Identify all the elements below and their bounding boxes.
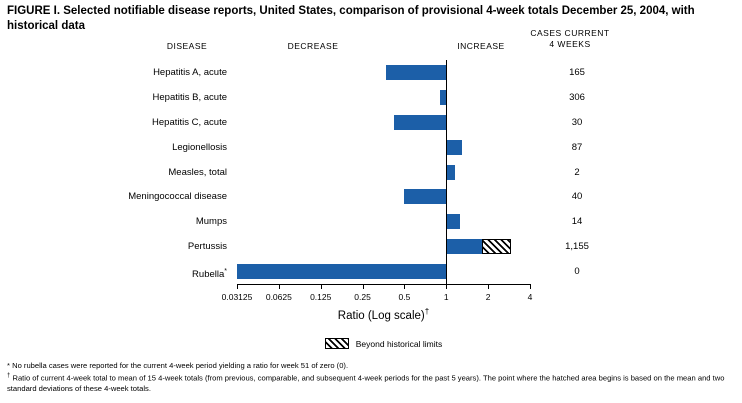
tick-mark <box>404 284 406 289</box>
column-header-increase: INCREASE <box>457 41 505 51</box>
ratio-bar <box>404 189 447 205</box>
tick-label: 0.25 <box>354 292 371 302</box>
tick-label: 0.0625 <box>265 292 292 302</box>
cases-value: 2 <box>574 166 580 178</box>
cases-value: 0 <box>574 266 580 278</box>
disease-label: Meningococcal disease <box>128 191 227 203</box>
footnote-rubella-marker: * <box>7 361 10 370</box>
tick-mark <box>488 284 490 289</box>
disease-label: Hepatitis B, acute <box>152 91 227 103</box>
tick-mark <box>237 284 238 289</box>
baseline <box>446 60 448 284</box>
footnote-ratio-marker: † <box>7 373 11 380</box>
cases-value: 40 <box>571 191 583 203</box>
cases-value: 306 <box>569 91 585 103</box>
ratio-bar <box>446 164 455 180</box>
ratio-bar-hatched <box>481 239 511 255</box>
tick-label: 1 <box>443 292 449 302</box>
disease-label: Measles, total <box>168 166 227 178</box>
x-axis-label-text: Ratio (Log scale) <box>337 309 425 322</box>
ratio-bar <box>237 264 447 280</box>
disease-label: Hepatitis A, acute <box>153 66 227 78</box>
x-axis-label-dagger: † <box>424 307 430 316</box>
tick-label: 0.03125 <box>221 292 253 302</box>
footnote-ratio: † Ratio of current 4-week total to mean … <box>7 372 737 394</box>
x-axis-label: Ratio (Log scale)† <box>237 307 530 322</box>
cases-value: 87 <box>571 141 583 153</box>
disease-label: Legionellosis <box>172 141 227 153</box>
legend: Beyond historical limits <box>237 338 530 349</box>
column-header-cases: CASES CURRENT 4 WEEKS <box>520 28 620 50</box>
ratio-bar <box>393 114 447 130</box>
column-header-cases-line2: 4 WEEKS <box>549 39 591 49</box>
tick-mark <box>278 284 280 289</box>
cases-value: 14 <box>571 216 583 228</box>
tick-mark <box>362 284 364 289</box>
footnotes: * No rubella cases were reported for the… <box>7 361 737 395</box>
cases-value: 1,155 <box>565 241 589 253</box>
footnote-rubella: * No rubella cases were reported for the… <box>7 361 737 371</box>
hatch-swatch-icon <box>324 338 349 349</box>
tick-mark <box>446 284 448 289</box>
tick-label: 0.5 <box>398 292 411 302</box>
ratio-bar <box>386 64 447 80</box>
tick-label: 2 <box>485 292 491 302</box>
legend-label: Beyond historical limits <box>355 338 443 349</box>
cases-value: 165 <box>569 66 585 78</box>
disease-label: Hepatitis C, acute <box>152 116 227 128</box>
tick-mark <box>320 284 322 289</box>
cases-value: 30 <box>571 116 583 128</box>
ratio-bar <box>446 214 461 230</box>
column-header-cases-line1: CASES CURRENT <box>530 28 610 38</box>
tick-label: 0.125 <box>310 292 332 302</box>
column-header-disease: DISEASE <box>166 41 208 51</box>
ratio-bar <box>446 239 482 255</box>
ratio-bar <box>446 139 463 155</box>
x-axis <box>237 284 531 285</box>
footnote-ratio-text: Ratio of current 4-week total to mean of… <box>7 373 725 394</box>
tick-label: 4 <box>527 292 533 302</box>
column-header-decrease: DECREASE <box>287 41 339 51</box>
figure-title: FIGURE I. Selected notifiable disease re… <box>7 5 695 32</box>
tick-mark <box>530 284 531 289</box>
disease-label: Pertussis <box>187 241 227 253</box>
footnote-rubella-text: No rubella cases were reported for the c… <box>12 361 349 370</box>
disease-label: Mumps <box>195 216 227 228</box>
disease-label: Rubella* <box>192 268 227 281</box>
ratio-bar <box>439 89 447 105</box>
